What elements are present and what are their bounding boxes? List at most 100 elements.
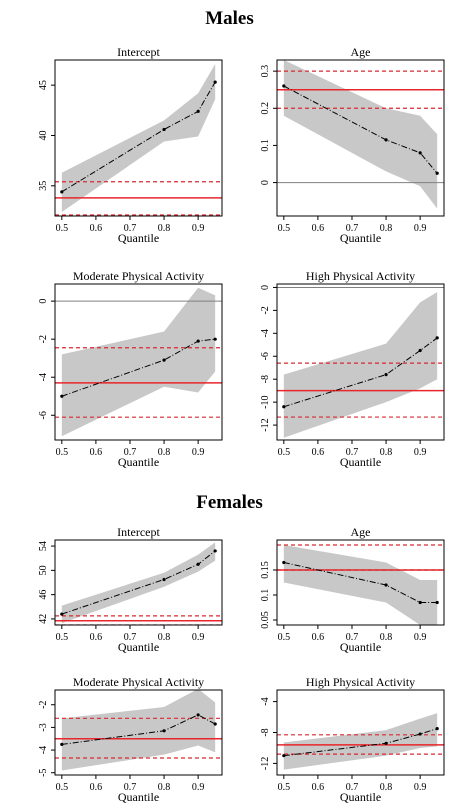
x-tick-label: 0.8 (380, 632, 393, 643)
quantile-estimate-line (61, 714, 216, 745)
males-section-title: Males (205, 8, 254, 29)
y-tick-label: -4 (260, 329, 271, 337)
confidence-band (61, 690, 216, 771)
x-axis-label: Quantile (340, 790, 381, 804)
x-tick-label: 0.8 (380, 447, 393, 458)
confidence-band (283, 292, 438, 438)
confidence-band (61, 542, 216, 624)
x-tick-label: 0.7 (124, 782, 137, 793)
data-point (418, 348, 422, 353)
data-point (213, 549, 217, 553)
x-tick-label: 0.6 (312, 632, 325, 643)
y-tick-label: 54 (38, 541, 49, 551)
data-point (162, 577, 166, 582)
confidence-band (283, 60, 438, 209)
x-tick-label: 0.6 (90, 223, 103, 234)
quantile-estimate-line (283, 337, 438, 408)
plot-frame (276, 283, 445, 441)
x-tick-label: 0.7 (346, 447, 359, 458)
data-point (435, 171, 439, 175)
data-point (282, 84, 286, 88)
data-point (60, 190, 64, 194)
x-tick-label: 0.8 (158, 223, 171, 234)
plot-area (55, 542, 222, 625)
panel-4: 0.5 0.6 0.7 0.8 0.9 -12 -10 -8 -6 -4 -2 0 High Physi… (260, 269, 445, 469)
data-point (282, 754, 286, 758)
plot-area (55, 64, 222, 216)
y-tick-label: -12 (260, 757, 271, 770)
x-tick-label: 0.9 (192, 447, 205, 458)
data-point (196, 339, 200, 343)
panel-1: 0.5 0.6 0.7 0.8 0.9 35 40 45 Intercept Quantile (38, 45, 223, 245)
data-point (162, 127, 166, 132)
x-tick-label: 0.9 (192, 223, 205, 234)
y-tick-label: -4 (260, 697, 271, 705)
y-tick-label: 40 (38, 130, 49, 140)
y-tick-label: -2 (38, 701, 49, 709)
x-tick-label: 0.9 (192, 782, 205, 793)
plot-area (277, 60, 444, 209)
x-tick-label: 0.5 (278, 782, 291, 793)
panel-title: Age (351, 525, 371, 539)
panel-title: Age (351, 45, 371, 59)
panel-8: 0.5 0.6 0.7 0.8 0.9 -12 -8 -4 High Physical Acti… (260, 675, 445, 804)
x-tick-label: 0.5 (56, 447, 69, 458)
data-point (162, 358, 166, 362)
plot-frame (54, 539, 223, 626)
y-tick-label: 0.1 (260, 139, 271, 152)
y-tick-label: -10 (260, 395, 271, 408)
plot-area (277, 544, 444, 625)
x-tick-label: 0.5 (278, 447, 291, 458)
x-tick-label: 0.5 (56, 223, 69, 234)
data-point (384, 373, 388, 377)
plot-frame (276, 539, 445, 626)
data-point (213, 80, 217, 84)
y-tick-label: -12 (260, 418, 271, 431)
x-tick-label: 0.7 (346, 782, 359, 793)
x-tick-label: 0.6 (90, 632, 103, 643)
y-tick-label: -8 (260, 728, 271, 736)
data-point (162, 729, 166, 733)
x-axis-label: Quantile (118, 640, 159, 654)
x-axis-label: Quantile (340, 455, 381, 469)
y-tick-label: 0.3 (260, 65, 271, 78)
y-tick-label: -3 (38, 723, 49, 731)
quantile-estimate-line (283, 728, 438, 757)
data-point (435, 727, 439, 731)
confidence-band (283, 713, 438, 770)
y-tick-label: -2 (38, 335, 49, 343)
data-point (384, 583, 388, 587)
panel-title: Intercept (117, 525, 160, 539)
data-point (282, 405, 286, 409)
panel-7: 0.5 0.6 0.7 0.8 0.9 -5 -4 -3 -2 Moderate Physical… (38, 675, 223, 804)
x-axis-label: Quantile (118, 790, 159, 804)
x-axis-label: Quantile (340, 231, 381, 245)
y-tick-label: 45 (38, 80, 49, 90)
panel-title: Moderate Physical Activity (73, 269, 204, 283)
data-point (384, 741, 388, 745)
y-tick-label: 0.15 (260, 561, 271, 579)
y-tick-label: 42 (38, 614, 49, 624)
x-tick-label: 0.5 (56, 782, 69, 793)
x-tick-label: 0.6 (312, 447, 325, 458)
plot-frame (276, 59, 445, 217)
x-tick-label: 0.7 (346, 632, 359, 643)
y-tick-label: 0.05 (260, 611, 271, 629)
data-point (196, 109, 200, 113)
plot-area (277, 713, 444, 770)
x-tick-label: 0.9 (414, 782, 427, 793)
x-tick-label: 0.6 (90, 782, 103, 793)
panel-6: 0.5 0.6 0.7 0.8 0.9 0.05 0.1 0.15 Age Quantile (260, 525, 445, 654)
data-point (196, 562, 200, 566)
panel-5: 0.5 0.6 0.7 0.8 0.9 42 46 50 54 Intercept Quantile (38, 525, 223, 654)
quantile-estimate-line (283, 562, 438, 603)
x-tick-label: 0.7 (124, 223, 137, 234)
y-tick-label: -6 (38, 411, 49, 419)
plot-area (55, 287, 222, 437)
panel-title: High Physical Activity (306, 269, 415, 283)
x-tick-label: 0.7 (124, 447, 137, 458)
quantile-estimate-line (61, 338, 216, 397)
confidence-band (283, 545, 438, 625)
data-point (384, 138, 388, 142)
y-tick-label: 35 (38, 181, 49, 191)
